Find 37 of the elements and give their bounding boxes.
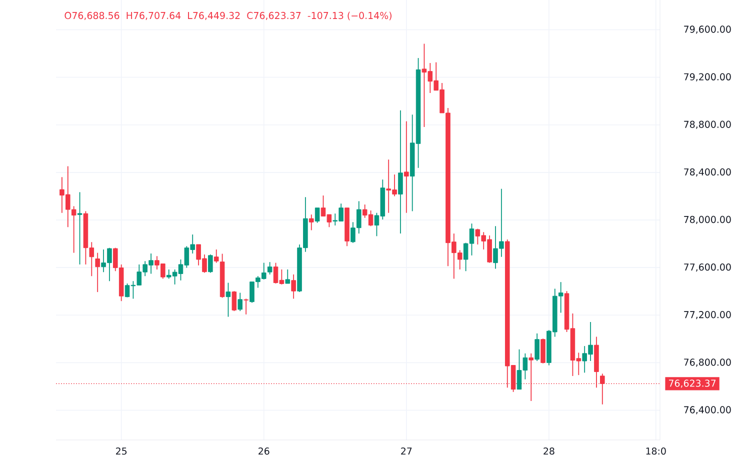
candlestick [314,207,320,224]
candlestick [285,269,290,284]
x-tick-label: 28 [544,447,554,455]
annotation: H76,707.64 [126,12,181,20]
candlestick [404,120,409,214]
annotation: O76,688.56 [64,12,120,20]
candlestick [534,332,540,362]
y-tick-label: 78,000.00 [684,216,731,224]
candlestick [214,249,219,264]
candlestick [398,110,403,234]
candlestick [95,252,100,292]
candlestick [244,298,248,315]
y-tick-label: 78,400.00 [684,168,731,176]
annotation: L76,449.32 [188,12,240,20]
ref-line-label: 76,623.37 [668,380,716,388]
candlestick [267,262,272,275]
y-tick-label: 79,600.00 [684,26,731,34]
x-tick-label: 27 [401,447,412,455]
y-tick-label: 76,800.00 [684,358,731,367]
x-tick-label: 25 [116,447,127,455]
y-tick-label: 77,600.00 [684,263,731,272]
y-tick-label: 77,200.00 [684,311,731,320]
candlestick [208,254,213,274]
candlestick [77,192,82,265]
candlestick [540,338,546,364]
annotation: -107.13 (−0.14%) [308,12,392,20]
y-tick-label: 78,800.00 [684,120,731,129]
candlestick [309,214,314,231]
candlestick [232,290,237,312]
y-tick-label: 79,200.00 [684,73,731,82]
candlestick [238,292,243,312]
y-tick-label: 76,400.00 [684,406,731,414]
candlestick [226,282,231,318]
candlestick [291,274,296,300]
x-tick-label: 26 [258,447,270,455]
x-tick-label: 18:0 [646,447,666,455]
annotation: C76,623.37 [247,12,301,20]
